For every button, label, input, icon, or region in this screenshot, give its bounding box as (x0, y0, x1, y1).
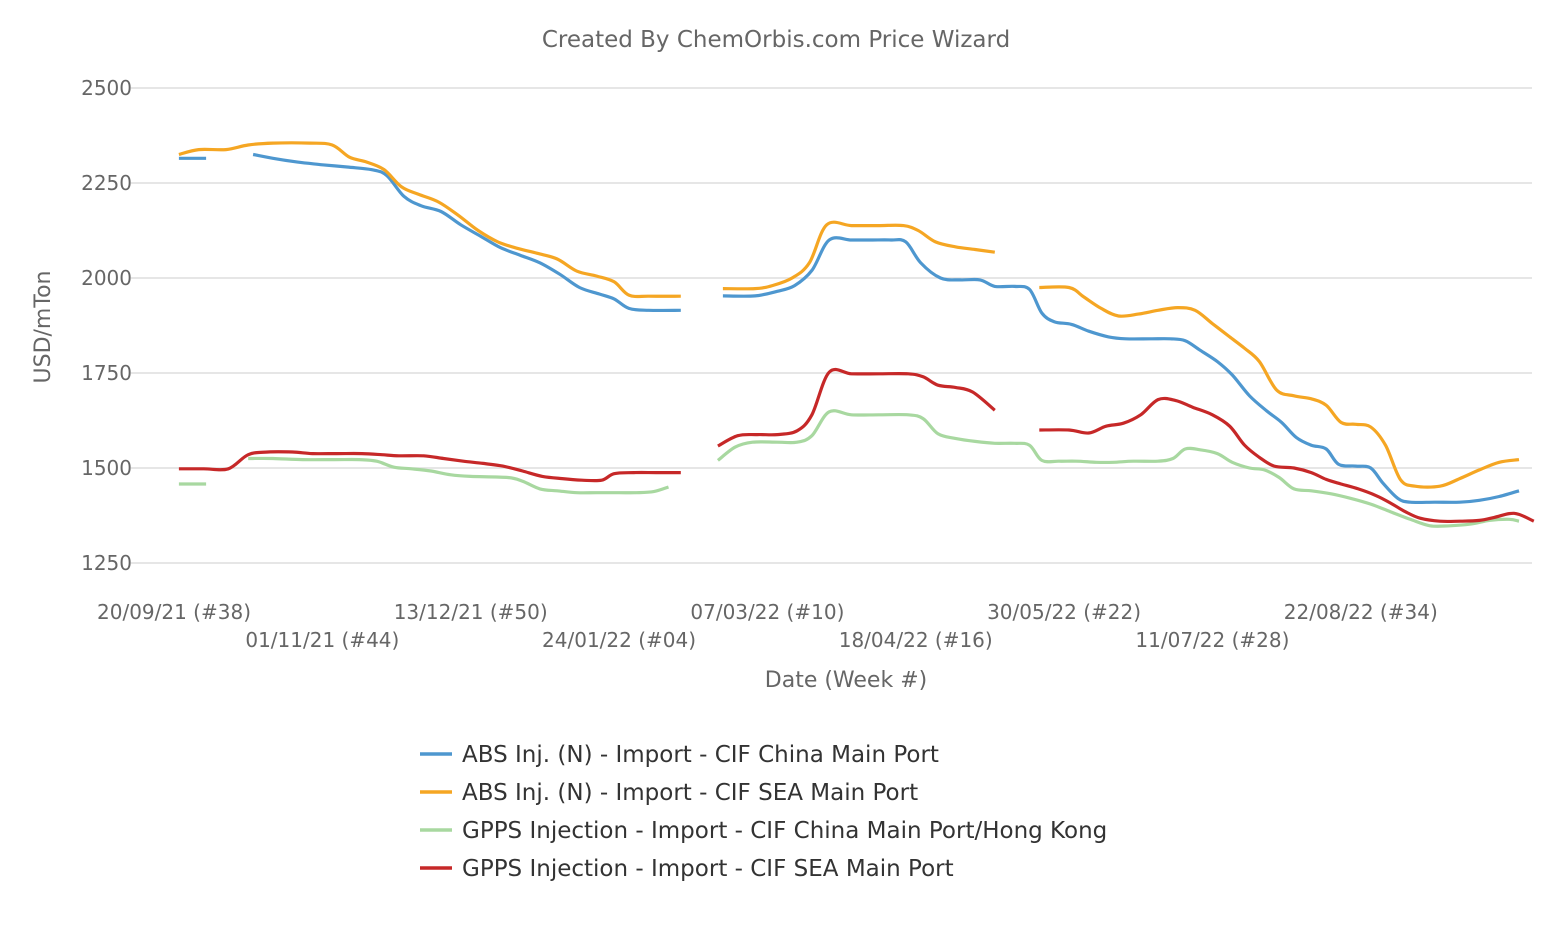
x-tick-label-3: 24/01/22 (#04) (542, 628, 696, 652)
legend-item-0[interactable]: ABS Inj. (N) - Import - CIF China Main P… (420, 742, 939, 768)
x-tick-label-1: 01/11/21 (#44) (245, 628, 399, 652)
x-tick-label-6: 30/05/22 (#22) (987, 600, 1141, 624)
x-tick-label-8: 22/08/22 (#34) (1284, 600, 1438, 624)
legend-item-3[interactable]: GPPS Injection - Import - CIF SEA Main P… (420, 856, 954, 882)
y-tick-label-1500: 1500 (81, 456, 132, 480)
series-2-segment-2 (716, 409, 1520, 528)
y-axis-title: USD/mTon (31, 271, 56, 384)
series-2-segment-1 (248, 456, 670, 495)
legend-label-1: ABS Inj. (N) - Import - CIF SEA Main Por… (462, 780, 918, 806)
x-tick-label-7: 11/07/22 (#28) (1135, 628, 1289, 652)
legend-label-3: GPPS Injection - Import - CIF SEA Main P… (462, 856, 954, 882)
series-3-segment-2 (1039, 396, 1535, 524)
y-gridlines (131, 87, 1532, 564)
x-tick-label-0: 20/09/21 (#38) (97, 600, 251, 624)
series-3-segment-0 (178, 450, 681, 483)
legend-label-2: GPPS Injection - Import - CIF China Main… (462, 818, 1107, 844)
series-1-segment-2 (1039, 285, 1520, 489)
x-tick-label-4: 07/03/22 (#10) (690, 600, 844, 624)
y-tick-label-1750: 1750 (81, 361, 132, 385)
legend-label-0: ABS Inj. (N) - Import - CIF China Main P… (462, 742, 939, 768)
x-tick-label-5: 18/04/22 (#16) (839, 628, 993, 652)
series-1-segment-0 (178, 141, 681, 299)
legend: ABS Inj. (N) - Import - CIF China Main P… (420, 742, 1107, 882)
y-tick-label-2250: 2250 (81, 171, 132, 195)
y-tick-label-2500: 2500 (81, 76, 132, 100)
x-tick-label-2: 13/12/21 (#50) (394, 600, 548, 624)
chart-title: Created By ChemOrbis.com Price Wizard (542, 27, 1010, 53)
y-tick-label-1250: 1250 (81, 551, 132, 575)
y-tick-labels: 1250 1500 1750 2000 2250 2500 (81, 76, 132, 575)
series-0-segment-2 (722, 236, 1520, 505)
series-lines (178, 141, 1535, 528)
series-3-segment-1 (717, 367, 996, 448)
series-1-segment-1 (722, 220, 996, 291)
x-tick-labels: 20/09/21 (#38) 01/11/21 (#44) 13/12/21 (#5… (97, 600, 1438, 652)
x-axis-title: Date (Week #) (765, 668, 927, 693)
legend-item-2[interactable]: GPPS Injection - Import - CIF China Main… (420, 818, 1107, 844)
y-tick-label-2000: 2000 (81, 266, 132, 290)
legend-item-1[interactable]: ABS Inj. (N) - Import - CIF SEA Main Por… (420, 780, 918, 806)
series-0-segment-1 (252, 152, 681, 313)
